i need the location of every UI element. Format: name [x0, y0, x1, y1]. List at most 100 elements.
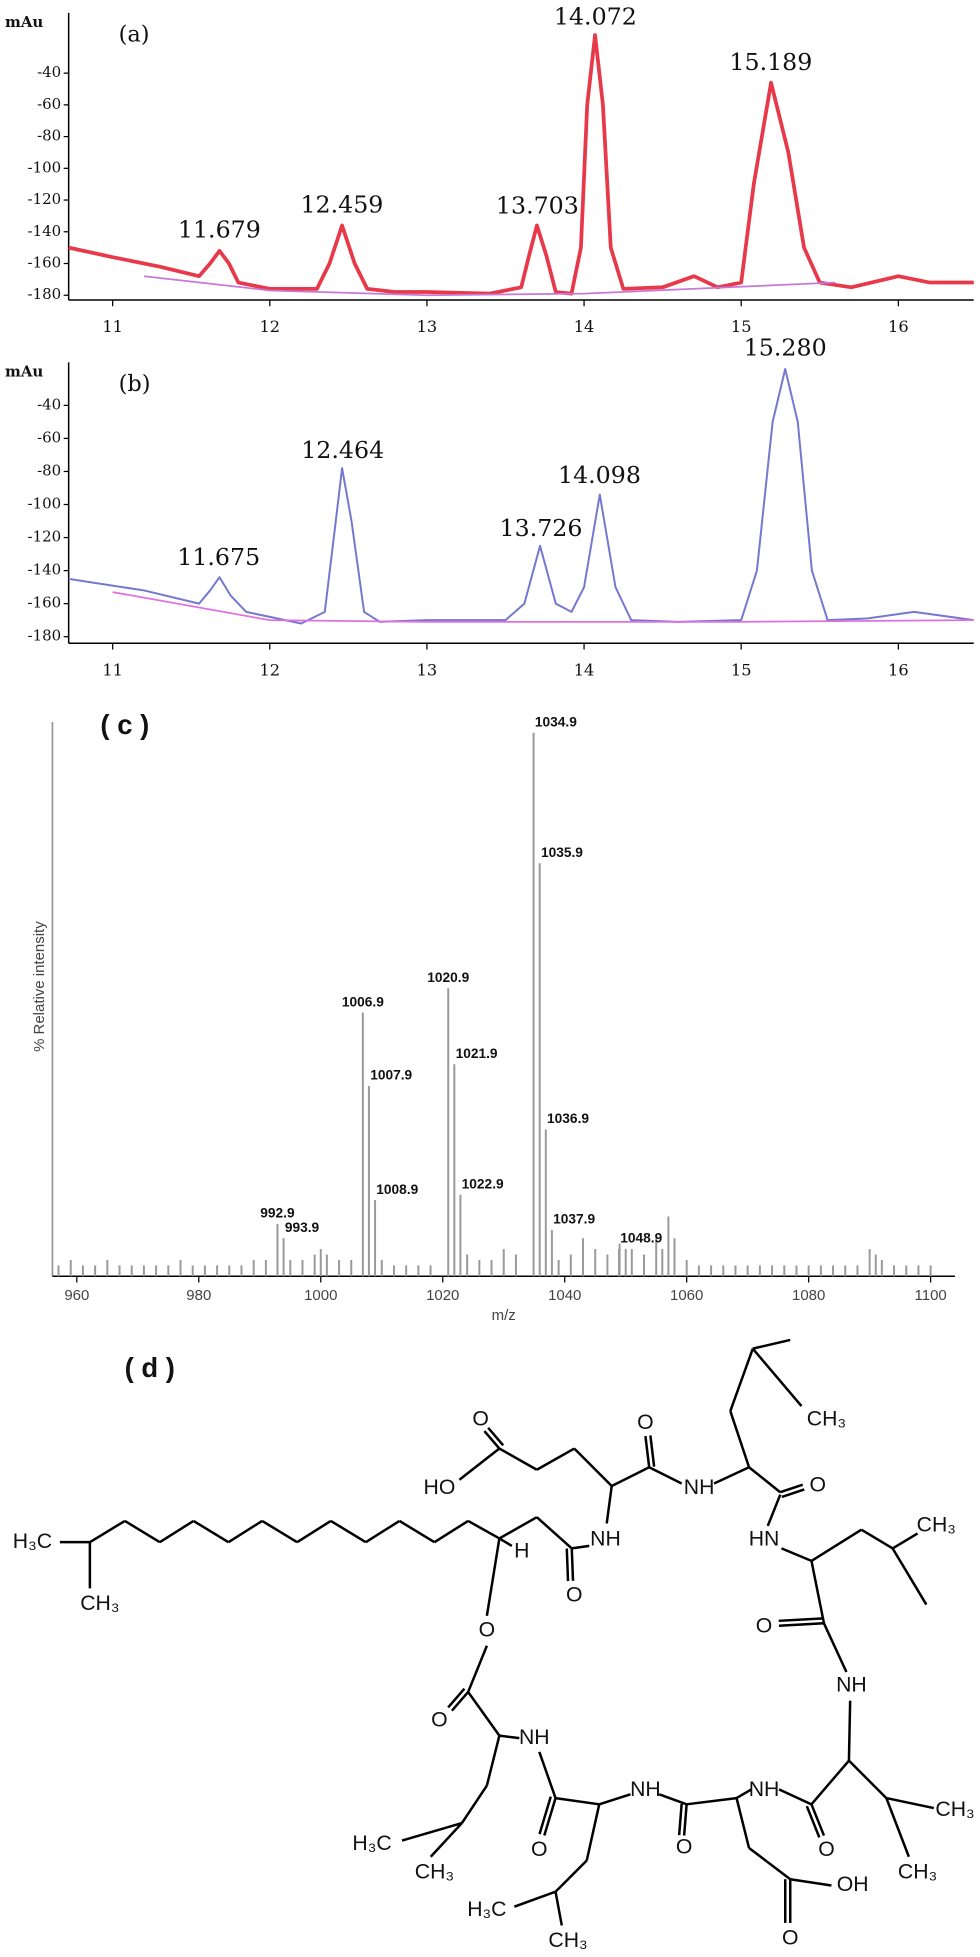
- y-tick-label: -180: [28, 285, 62, 303]
- peak-label: 1020.9: [427, 970, 469, 985]
- bond: [885, 1797, 911, 1858]
- x-tick-label: 980: [186, 1287, 211, 1304]
- atom-label: CH₃: [80, 1592, 119, 1615]
- bond: [886, 1796, 935, 1810]
- bond: [543, 1797, 557, 1836]
- y-tick-label: -140: [28, 222, 62, 240]
- x-tick-label: 15: [731, 317, 752, 336]
- bond: [778, 1622, 825, 1628]
- bond: [847, 1700, 852, 1761]
- peak-label: 1035.9: [541, 845, 583, 860]
- bond: [458, 1447, 501, 1481]
- bond: [538, 1751, 557, 1799]
- bond: [498, 1516, 538, 1540]
- y-tick-label: -180: [28, 627, 62, 645]
- bond: [611, 1466, 650, 1488]
- y-tick-label: -40: [37, 63, 61, 81]
- bond: [891, 1532, 919, 1550]
- panel-label: ( d ): [125, 1352, 175, 1383]
- bond: [605, 1485, 613, 1524]
- y-tick-label: -60: [37, 428, 61, 446]
- peak-label: 1022.9: [462, 1176, 504, 1191]
- bond: [554, 1891, 564, 1926]
- atom-label: NH: [684, 1476, 715, 1499]
- atom-label: NH: [590, 1527, 621, 1550]
- bond: [467, 1691, 501, 1737]
- y-tick-label: -160: [28, 254, 62, 272]
- bond: [766, 1494, 782, 1527]
- atom-label: O: [472, 1407, 489, 1430]
- x-tick-label: 13: [417, 660, 438, 679]
- bond: [513, 1890, 556, 1908]
- atom-label: HO: [424, 1476, 456, 1499]
- peak-label: 1007.9: [370, 1068, 412, 1083]
- bond: [460, 1784, 488, 1824]
- bond: [570, 1548, 575, 1581]
- x-tick-label: 11: [102, 317, 123, 336]
- bond: [682, 1804, 688, 1836]
- bond: [598, 1793, 631, 1806]
- bond: [485, 1735, 501, 1786]
- bond: [485, 1538, 501, 1617]
- y-tick-label: -120: [28, 190, 62, 208]
- bond: [810, 1560, 826, 1624]
- peak-label: 11.675: [177, 543, 260, 571]
- bond: [467, 1519, 500, 1540]
- y-tick-label: -140: [28, 561, 62, 579]
- bond: [658, 1793, 688, 1806]
- bond: [571, 1544, 590, 1550]
- bond: [677, 1803, 683, 1836]
- series-line: [68, 33, 974, 296]
- atom-label: O: [431, 1708, 448, 1731]
- bond: [810, 1759, 850, 1806]
- x-tick-label: 960: [64, 1287, 89, 1304]
- atom-label: O: [479, 1618, 496, 1641]
- y-axis-label: mAu: [5, 362, 43, 380]
- x-tick-label: 1020: [426, 1287, 459, 1304]
- atom-label: O: [566, 1583, 583, 1606]
- bond: [860, 1528, 894, 1550]
- atom-label: O: [637, 1411, 654, 1434]
- atom-label: O: [531, 1838, 548, 1861]
- atom-label: CH₃: [548, 1929, 587, 1952]
- x-tick-label: 1100: [915, 1287, 947, 1304]
- bond: [779, 1483, 804, 1494]
- bond: [848, 1759, 888, 1799]
- atom-label: CH₃: [807, 1407, 846, 1430]
- bond: [713, 1466, 750, 1485]
- bond: [735, 1797, 751, 1849]
- bond: [735, 1788, 753, 1800]
- x-tick-label: 12: [259, 317, 280, 336]
- bond: [891, 1547, 928, 1606]
- atom-label: CH₃: [415, 1861, 454, 1884]
- bond: [159, 1519, 195, 1544]
- bond: [261, 1519, 298, 1544]
- bond: [585, 1804, 601, 1861]
- x-tick-label: 15: [731, 660, 752, 679]
- bond: [748, 1466, 782, 1494]
- atom-label: O: [782, 1927, 799, 1950]
- structure: [59, 1338, 935, 1926]
- bond: [778, 1788, 812, 1806]
- peak-label: 1036.9: [547, 1111, 589, 1126]
- bond: [447, 1687, 466, 1709]
- y-tick-label: -40: [37, 395, 61, 413]
- panel-label: (b): [119, 371, 151, 397]
- x-axis-label: m/z: [492, 1307, 516, 1324]
- atom-label: H₃C: [13, 1530, 52, 1553]
- bond: [536, 1447, 575, 1471]
- peak-label: 1008.9: [376, 1182, 418, 1197]
- x-tick-label: 1060: [670, 1287, 703, 1304]
- bond: [429, 1822, 463, 1858]
- peak-label: 15.189: [729, 48, 812, 76]
- peak-label: 1048.9: [620, 1231, 662, 1246]
- bond: [649, 1435, 656, 1467]
- bond: [805, 1805, 821, 1838]
- peak-label: 14.098: [558, 461, 641, 489]
- peak-label: 993.9: [285, 1220, 320, 1235]
- x-tick-label: 1080: [792, 1287, 825, 1304]
- atom-label: NH: [836, 1673, 867, 1696]
- bond: [499, 1734, 520, 1740]
- bond: [89, 1519, 126, 1544]
